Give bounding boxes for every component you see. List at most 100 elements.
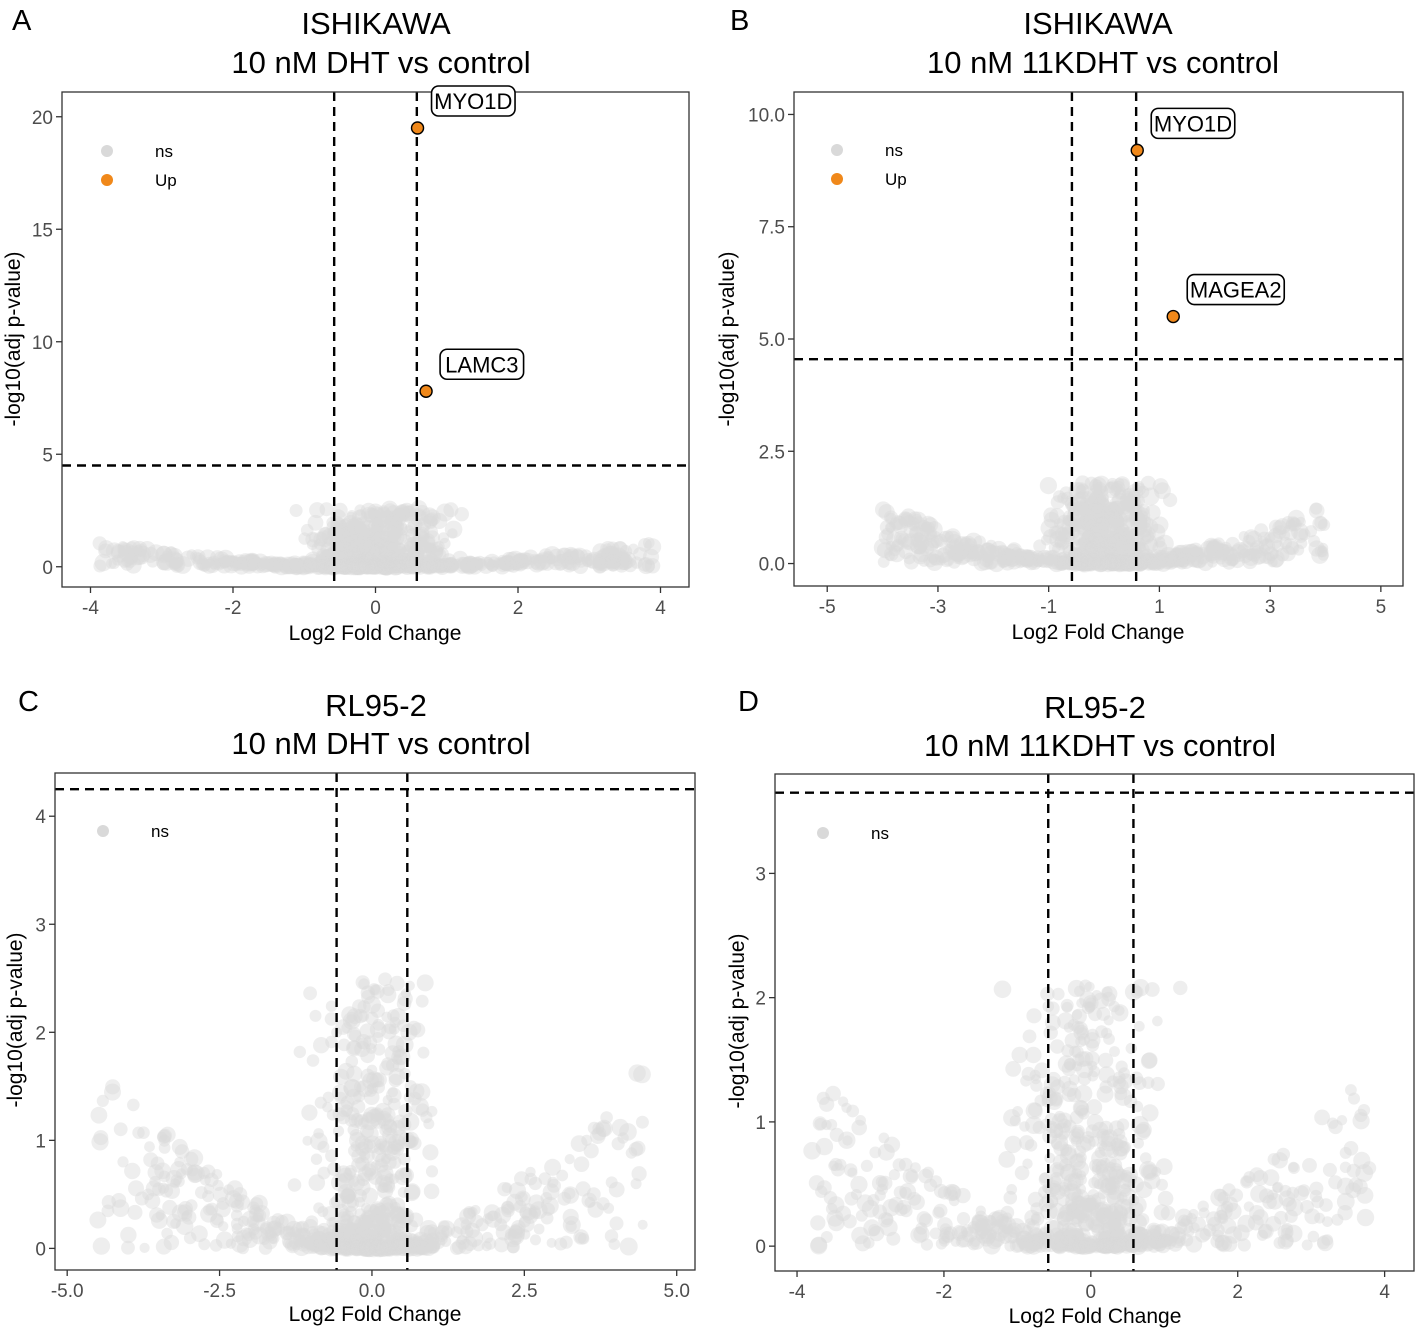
ns-point: [246, 1215, 260, 1228]
ns-point: [943, 530, 962, 549]
ns-point: [425, 1165, 439, 1178]
x-tick-label: -4: [789, 1282, 806, 1303]
panel-b: B ISHIKAWA 10 nM 11KDHT vs control -5 -3-…: [716, 5, 1404, 644]
ns-point: [425, 557, 441, 573]
ns-point: [1054, 535, 1068, 548]
x-tick-label: 1: [1154, 597, 1165, 618]
ns-point: [163, 546, 180, 564]
ns-point: [1308, 540, 1325, 557]
gene-label: MAGEA2: [1190, 278, 1282, 303]
ns-point: [1214, 1188, 1227, 1202]
ns-point: [825, 1119, 838, 1131]
ns-point: [441, 558, 455, 571]
ns-point: [1050, 1039, 1065, 1054]
ns-point: [204, 557, 221, 573]
x-tick-label: 0.0: [359, 1281, 385, 1302]
ns-point: [399, 502, 415, 518]
ns-point: [261, 1226, 277, 1242]
ns-point: [1122, 514, 1136, 528]
ns-point: [348, 558, 366, 575]
ns-point: [364, 552, 378, 565]
ns-point: [1115, 555, 1126, 567]
ns-point: [278, 560, 290, 571]
ns-point: [363, 538, 379, 553]
ns-point: [161, 550, 172, 561]
ns-point: [1257, 531, 1271, 545]
ns-point: [313, 538, 326, 550]
ns-point: [504, 556, 517, 568]
ns-point: [1117, 555, 1134, 572]
ns-point: [236, 556, 250, 570]
ns-point: [203, 556, 215, 568]
ns-point: [530, 554, 547, 571]
ns-point: [1012, 1106, 1023, 1117]
ns-point: [510, 557, 524, 571]
ns-point: [912, 534, 930, 552]
ns-point: [1163, 554, 1177, 568]
ns-point: [928, 553, 941, 566]
ns-point: [903, 552, 916, 565]
ns-point: [831, 1162, 845, 1177]
ns-point: [375, 556, 389, 571]
ns-point: [592, 557, 608, 573]
ns-point: [380, 560, 393, 573]
ns-point: [156, 554, 173, 571]
up-point: [1166, 309, 1180, 324]
ns-point: [392, 507, 406, 521]
ns-point: [1104, 548, 1122, 567]
ns-point: [501, 551, 517, 567]
ns-point: [414, 504, 430, 521]
ns-point: [1331, 1213, 1344, 1226]
ns-point: [506, 550, 525, 569]
ns-point: [484, 1237, 497, 1250]
ns-point: [1152, 478, 1169, 495]
ns-point: [584, 553, 600, 569]
ns-point: [272, 557, 291, 576]
ns-point: [1109, 1158, 1123, 1172]
x-tick-label: -4: [82, 598, 99, 619]
ns-point: [572, 549, 586, 563]
ns-point: [892, 515, 907, 531]
ns-point: [366, 544, 381, 558]
ns-point: [332, 558, 348, 575]
ns-point: [341, 525, 360, 543]
ns-point: [581, 553, 596, 567]
ns-point: [231, 554, 248, 570]
ns-point: [398, 559, 410, 570]
ns-point: [433, 541, 445, 552]
ns-point: [354, 552, 367, 565]
ns-point: [1050, 1133, 1069, 1151]
ns-point: [1097, 1130, 1115, 1148]
ns-point: [401, 561, 412, 572]
ns-point: [335, 557, 353, 575]
ns-point: [352, 509, 368, 525]
ns-point: [134, 545, 151, 562]
ns-point: [1009, 1115, 1021, 1127]
ns-point: [1178, 557, 1189, 568]
ns-point: [1343, 1141, 1359, 1156]
ns-point: [349, 557, 367, 576]
ns-point: [366, 557, 383, 574]
ns-point: [1073, 554, 1089, 571]
ns-point: [339, 534, 357, 552]
ns-point: [1069, 1110, 1084, 1125]
ns-point: [346, 559, 361, 574]
ns-point: [230, 1209, 243, 1222]
ns-point: [878, 529, 894, 545]
ns-point: [435, 559, 447, 570]
ns-point: [377, 555, 392, 570]
ns-point: [1089, 522, 1103, 535]
ns-point: [403, 560, 417, 573]
ns-point: [547, 548, 566, 567]
ns-point: [327, 525, 345, 543]
ns-point: [351, 545, 367, 561]
ns-point: [364, 560, 377, 573]
ns-point: [368, 534, 381, 546]
y-tick-label: 15: [32, 220, 53, 241]
ns-point: [383, 1223, 402, 1242]
ns-point: [1044, 549, 1061, 567]
ns-point: [1109, 1229, 1121, 1241]
ns-point: [602, 552, 616, 566]
ns-point: [222, 555, 240, 574]
ns-point: [385, 552, 400, 567]
